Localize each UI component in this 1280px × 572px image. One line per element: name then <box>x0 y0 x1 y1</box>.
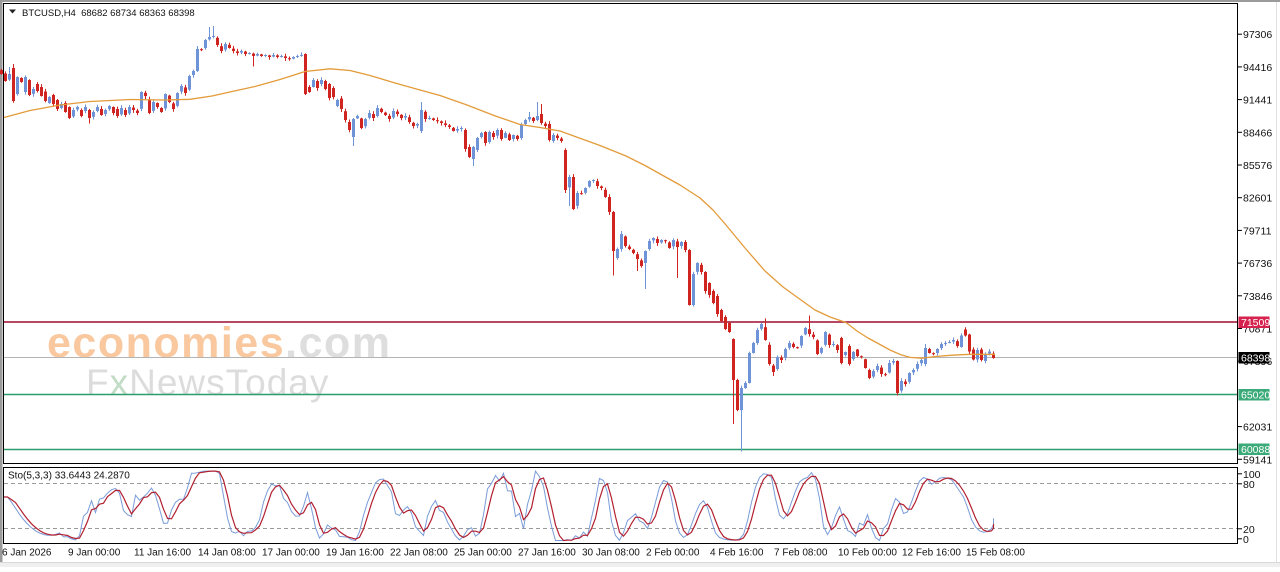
svg-text:economies.com: economies.com <box>47 319 392 367</box>
svg-text:17 Jan 00:00: 17 Jan 00:00 <box>262 548 320 559</box>
svg-text:30 Jan 08:00: 30 Jan 08:00 <box>582 548 640 559</box>
svg-text:76736: 76736 <box>1243 258 1272 270</box>
svg-text:94416: 94416 <box>1243 62 1272 74</box>
svg-text:BTCUSD,H4 68682 68734 68363 6: BTCUSD,H4 68682 68734 68363 68398 <box>22 8 195 19</box>
svg-text:15 Feb 08:00: 15 Feb 08:00 <box>966 548 1025 559</box>
svg-text:65020: 65020 <box>1241 390 1270 402</box>
svg-text:25 Jan 00:00: 25 Jan 00:00 <box>454 548 512 559</box>
svg-text:27 Jan 16:00: 27 Jan 16:00 <box>518 548 576 559</box>
svg-text:88466: 88466 <box>1243 127 1272 139</box>
svg-text:71509: 71509 <box>1241 317 1270 329</box>
svg-text:73846: 73846 <box>1243 291 1272 303</box>
svg-text:12 Feb 16:00: 12 Feb 16:00 <box>902 548 961 559</box>
svg-text:11 Jan 16:00: 11 Jan 16:00 <box>134 548 192 559</box>
svg-text:7 Feb 08:00: 7 Feb 08:00 <box>774 548 828 559</box>
svg-text:59141: 59141 <box>1243 454 1272 466</box>
svg-text:85576: 85576 <box>1243 160 1272 172</box>
svg-text:100: 100 <box>1243 469 1261 481</box>
svg-text:60088: 60088 <box>1241 444 1270 456</box>
svg-text:80: 80 <box>1243 479 1255 491</box>
svg-text:82601: 82601 <box>1243 193 1272 205</box>
svg-text:FxNewsToday: FxNewsToday <box>86 362 329 403</box>
svg-text:68398: 68398 <box>1241 353 1270 365</box>
svg-text:22 Jan 08:00: 22 Jan 08:00 <box>390 548 448 559</box>
svg-text:10 Feb 00:00: 10 Feb 00:00 <box>838 548 897 559</box>
svg-text:20: 20 <box>1243 524 1255 536</box>
svg-text:0: 0 <box>1243 534 1249 546</box>
svg-text:19 Jan 16:00: 19 Jan 16:00 <box>326 548 384 559</box>
svg-text:9 Jan 00:00: 9 Jan 00:00 <box>68 548 121 559</box>
svg-text:62031: 62031 <box>1243 422 1272 434</box>
svg-text:6 Jan 2026: 6 Jan 2026 <box>2 548 52 559</box>
svg-text:Sto(5,3,3) 33.6443 24.2870: Sto(5,3,3) 33.6443 24.2870 <box>8 471 130 482</box>
svg-text:91441: 91441 <box>1243 95 1272 107</box>
svg-text:14 Jan 08:00: 14 Jan 08:00 <box>198 548 256 559</box>
svg-text:97306: 97306 <box>1243 29 1272 41</box>
svg-text:4 Feb 16:00: 4 Feb 16:00 <box>710 548 764 559</box>
svg-text:79711: 79711 <box>1243 225 1272 237</box>
svg-text:2 Feb 00:00: 2 Feb 00:00 <box>646 548 700 559</box>
